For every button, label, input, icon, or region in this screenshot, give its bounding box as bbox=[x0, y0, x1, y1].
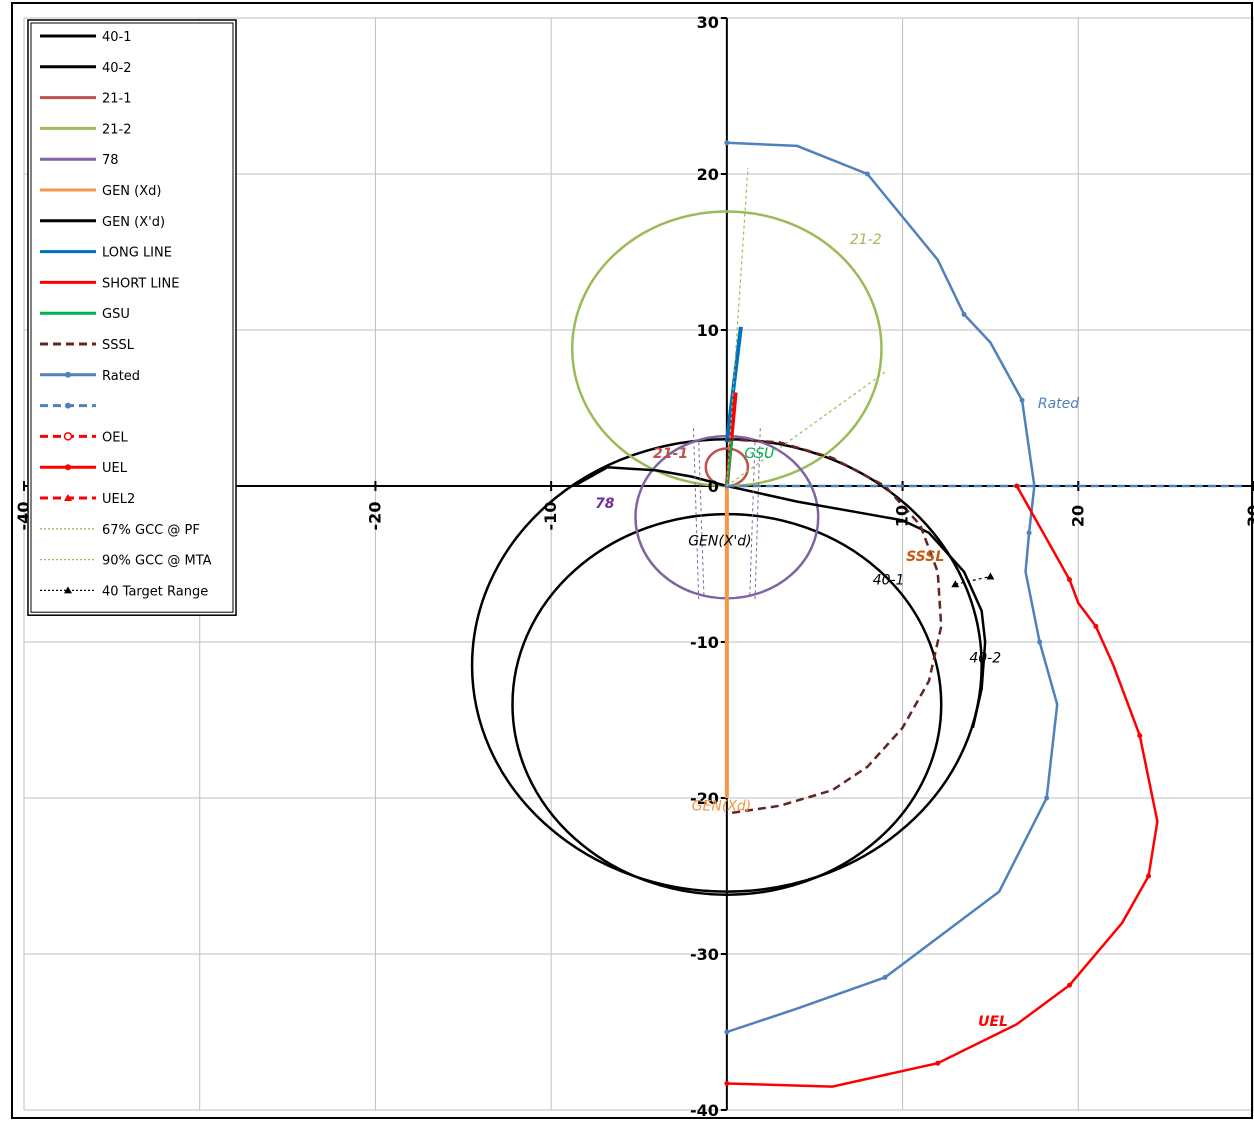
series-uel bbox=[726, 485, 1159, 1088]
y-tick-label: 10 bbox=[697, 321, 719, 340]
legend-marker bbox=[64, 586, 72, 594]
legend-label: 40 Target Range bbox=[102, 584, 208, 599]
series-gen-x-d bbox=[573, 466, 987, 729]
series-sssl bbox=[726, 437, 943, 815]
y-tick-label: -40 bbox=[690, 1101, 719, 1120]
legend-label: UEL bbox=[102, 461, 128, 476]
annotation-label: 40-1 bbox=[873, 572, 905, 588]
y-tick-label: -10 bbox=[690, 633, 719, 652]
x-tick-label: -10 bbox=[541, 502, 560, 531]
legend-label: 21-1 bbox=[102, 92, 132, 107]
marker-dot bbox=[1037, 639, 1043, 645]
annotation-label: UEL bbox=[978, 1014, 1008, 1030]
marker-dot bbox=[961, 311, 967, 317]
legend-label: GSU bbox=[102, 307, 130, 322]
legend-label: SSSL bbox=[102, 338, 135, 353]
legend: 40-1 40-2 21-1 21-2 78 GEN (Xd) GEN (X'd) LONG … bbox=[27, 19, 237, 616]
x-tick-label: 30 bbox=[1244, 505, 1254, 527]
annotation-label: GEN(X'd) bbox=[688, 533, 751, 549]
annotation-label: GSU bbox=[744, 446, 774, 462]
series-layer bbox=[470, 140, 1246, 1088]
plot-border bbox=[11, 2, 1253, 1119]
legend-inner-border bbox=[30, 22, 234, 613]
legend-label: OEL bbox=[102, 430, 128, 445]
marker-dot bbox=[1146, 873, 1152, 879]
legend-label: 40-1 bbox=[102, 30, 132, 45]
x-tick-label: 10 bbox=[893, 505, 912, 527]
annotation-label: SSSL bbox=[906, 549, 944, 565]
y-tick-label: 0 bbox=[708, 477, 719, 496]
legend-label: SHORT LINE bbox=[102, 276, 179, 291]
marker-dot bbox=[1067, 982, 1072, 988]
marker-dot bbox=[1014, 483, 1020, 489]
series-78-limit-line bbox=[749, 442, 756, 599]
marker-dot bbox=[864, 171, 870, 177]
marker-dot bbox=[724, 1080, 730, 1086]
legend-label: GEN (X'd) bbox=[102, 215, 165, 230]
legend-label: Rated bbox=[102, 369, 140, 384]
annotation-label: 21-2 bbox=[850, 232, 882, 248]
marker-dot bbox=[1137, 733, 1143, 739]
marker-dot bbox=[1044, 795, 1050, 801]
marker-triangle bbox=[951, 580, 960, 588]
legend-label: UEL2 bbox=[102, 492, 135, 507]
series-90-gcc-mta bbox=[726, 371, 886, 487]
series-78-limit-line bbox=[698, 442, 705, 599]
legend-label: 78 bbox=[102, 153, 119, 168]
annotation-label: GEN(Xd) bbox=[692, 798, 752, 814]
marker-dot bbox=[1067, 577, 1072, 583]
legend-label: LONG LINE bbox=[102, 246, 172, 261]
marker-dot bbox=[1019, 397, 1025, 403]
marker-dot bbox=[882, 974, 888, 980]
series-78-limit-line bbox=[692, 428, 700, 602]
x-tick-label: -20 bbox=[365, 502, 384, 531]
legend-label: GEN (Xd) bbox=[102, 184, 161, 199]
annotation-label: Rated bbox=[1038, 396, 1079, 412]
legend-label: 21-2 bbox=[102, 122, 132, 137]
series-78-limit-line bbox=[754, 428, 761, 602]
marker-dot bbox=[935, 1060, 941, 1066]
y-tick-label: 20 bbox=[697, 165, 719, 184]
legend-label: 40-2 bbox=[102, 61, 132, 76]
legend-box bbox=[27, 19, 237, 616]
annotation-label: 21-1 bbox=[653, 446, 688, 462]
marker-dot bbox=[1093, 623, 1099, 629]
legend-marker bbox=[65, 464, 71, 471]
legend-marker bbox=[65, 371, 71, 378]
legend-marker bbox=[65, 402, 71, 409]
series-67-gcc-pf bbox=[726, 167, 749, 487]
x-tick-label: 20 bbox=[1068, 505, 1087, 527]
y-tick-label: 30 bbox=[697, 13, 719, 32]
marker-dot bbox=[724, 1029, 730, 1035]
legend-marker bbox=[63, 432, 73, 441]
y-tick-label: -30 bbox=[690, 945, 719, 964]
annotation-label: 40-2 bbox=[969, 650, 1001, 666]
marker-dot bbox=[724, 140, 730, 146]
annotation-label: 78 bbox=[595, 496, 615, 512]
marker-triangle bbox=[986, 572, 995, 580]
legend-marker bbox=[64, 494, 72, 501]
series-long-line bbox=[724, 326, 743, 443]
y-tick-label: -20 bbox=[690, 789, 719, 808]
legend-label: 67% GCC @ PF bbox=[102, 523, 200, 538]
legend-label: 90% GCC @ MTA bbox=[102, 554, 212, 569]
marker-dot bbox=[1026, 530, 1032, 536]
